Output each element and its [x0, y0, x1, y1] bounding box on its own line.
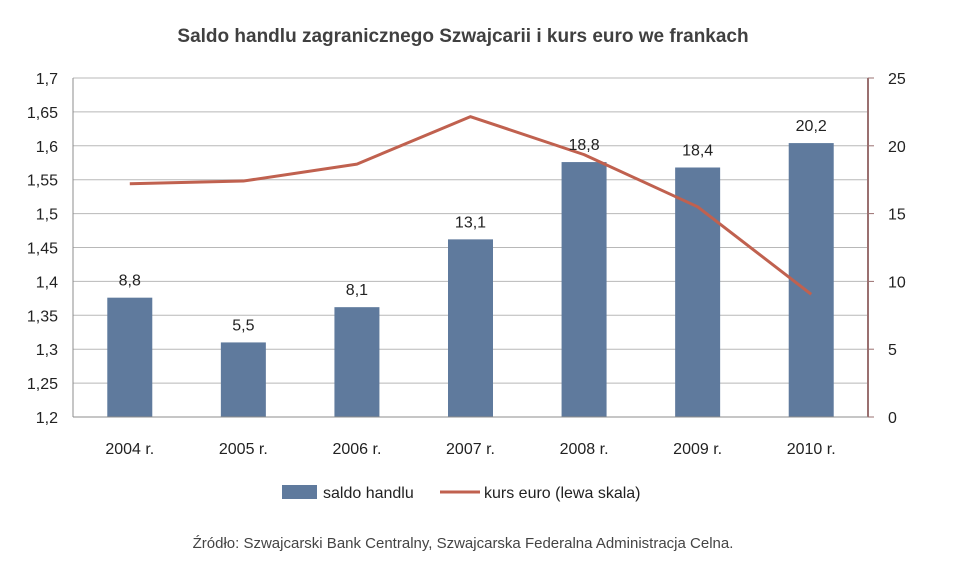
bar-data-label: 18,4: [682, 142, 713, 159]
bar-data-label: 5,5: [232, 317, 254, 334]
y-left-tick-label: 1,55: [27, 173, 58, 190]
y-left-tick-label: 1,5: [36, 207, 58, 224]
line-series: [129, 115, 813, 296]
y-right-tick-label: 20: [888, 139, 906, 156]
bar-data-label: 8,8: [119, 273, 141, 290]
y-left-tick-label: 1,2: [36, 410, 58, 427]
x-tick-label: 2008 r.: [560, 441, 609, 458]
bar-data-label: 13,1: [455, 214, 486, 231]
legend-label-kurs: kurs euro (lewa skala): [484, 485, 641, 502]
y-left-tick-label: 1,25: [27, 376, 58, 393]
x-tick-label: 2010 r.: [787, 441, 836, 458]
y-left-tick-label: 1,7: [36, 71, 58, 88]
y-left-tick-label: 1,3: [36, 342, 58, 359]
legend-label-saldo: saldo handlu: [323, 485, 414, 502]
source-note: Źródło: Szwajcarski Bank Centralny, Szwa…: [193, 535, 734, 552]
data-labels: 8,8 5,5 8,1 13,1 18,8 18,4 20,2: [119, 118, 827, 334]
y-right-tick-label: 0: [888, 410, 897, 427]
bar: [675, 167, 721, 417]
bars: [107, 143, 834, 417]
bar-data-label: 8,1: [346, 282, 368, 299]
legend: saldo handlu kurs euro (lewa skala): [282, 485, 641, 502]
y-left-tick-label: 1,6: [36, 139, 58, 156]
y-right-tick-label: 10: [888, 274, 906, 291]
bar: [561, 162, 607, 417]
y-left-tick-label: 1,65: [27, 105, 58, 122]
legend-swatch-bar: [282, 485, 317, 499]
chart-title: Saldo handlu zagranicznego Szwajcarii i …: [177, 26, 748, 47]
y-right-tick-label: 25: [888, 71, 906, 88]
x-tick-label: 2005 r.: [219, 441, 268, 458]
axes: 1,2 1,25 1,3 1,35 1,4 1,45 1,5 1,55 1,6 1,65 1,7 0 5…: [27, 71, 906, 458]
y-left-tick-label: 1,35: [27, 308, 58, 325]
y-left-tick-label: 1,4: [36, 274, 58, 291]
bar-data-label: 18,8: [569, 137, 600, 154]
x-tick-label: 2007 r.: [446, 441, 495, 458]
bar: [220, 342, 266, 417]
y-left-tick-label: 1,45: [27, 241, 58, 258]
bar: [788, 143, 834, 417]
x-tick-label: 2006 r.: [332, 441, 381, 458]
x-tick-label: 2004 r.: [105, 441, 154, 458]
y-right-tick-label: 5: [888, 342, 897, 359]
y-right-tick-label: 15: [888, 207, 906, 224]
kurs-euro-line: [129, 115, 813, 296]
bar: [448, 239, 493, 417]
x-tick-label: 2009 r.: [673, 441, 722, 458]
bar-data-label: 20,2: [796, 118, 827, 135]
bar: [334, 307, 380, 417]
bar: [107, 297, 153, 417]
